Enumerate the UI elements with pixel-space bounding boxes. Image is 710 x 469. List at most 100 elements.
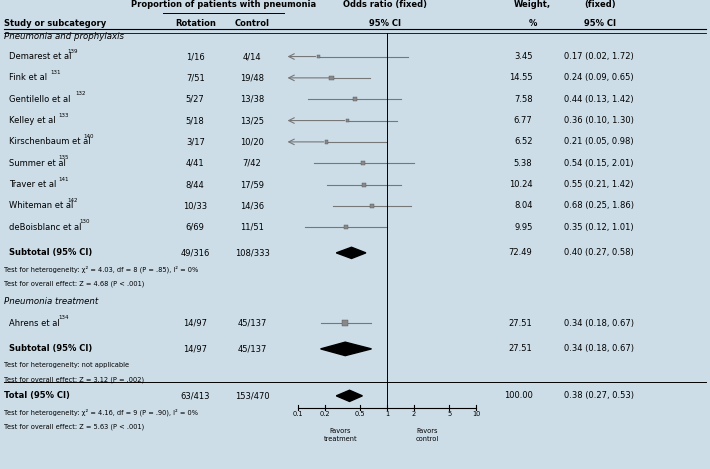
Text: 135: 135 bbox=[59, 155, 69, 160]
Text: 45/137: 45/137 bbox=[237, 319, 267, 328]
Text: 142: 142 bbox=[67, 198, 77, 203]
Text: 10: 10 bbox=[472, 411, 481, 417]
Text: 141: 141 bbox=[59, 177, 69, 182]
Text: 72.49: 72.49 bbox=[509, 249, 532, 257]
Text: 5/27: 5/27 bbox=[186, 95, 204, 104]
Text: 5.38: 5.38 bbox=[514, 159, 532, 168]
Text: 0.35 (0.12, 1.01): 0.35 (0.12, 1.01) bbox=[564, 223, 634, 232]
Text: 0.44 (0.13, 1.42): 0.44 (0.13, 1.42) bbox=[564, 95, 634, 104]
Text: 2: 2 bbox=[412, 411, 416, 417]
Text: 140: 140 bbox=[83, 134, 94, 139]
Text: 153/470: 153/470 bbox=[235, 391, 269, 401]
Text: 5/18: 5/18 bbox=[186, 116, 204, 125]
Text: 0.24 (0.09, 0.65): 0.24 (0.09, 0.65) bbox=[564, 73, 634, 83]
Text: 14/36: 14/36 bbox=[240, 201, 264, 211]
Text: 6/69: 6/69 bbox=[186, 223, 204, 232]
Text: 0.34 (0.18, 0.67): 0.34 (0.18, 0.67) bbox=[564, 319, 635, 328]
Text: Total (95% CI): Total (95% CI) bbox=[4, 391, 70, 401]
Text: 3.45: 3.45 bbox=[514, 52, 532, 61]
Text: 63/413: 63/413 bbox=[180, 391, 210, 401]
Text: Test for heterogeneity: χ² = 4.03, df = 8 (P = .85), I² = 0%: Test for heterogeneity: χ² = 4.03, df = … bbox=[4, 265, 198, 272]
Polygon shape bbox=[337, 390, 362, 401]
Text: 4/14: 4/14 bbox=[243, 52, 261, 61]
Text: 1/16: 1/16 bbox=[186, 52, 204, 61]
Text: 139: 139 bbox=[67, 49, 77, 54]
Text: 9.95: 9.95 bbox=[514, 223, 532, 232]
Text: 49/316: 49/316 bbox=[180, 249, 210, 257]
Text: 5: 5 bbox=[447, 411, 452, 417]
Text: 0.54 (0.15, 2.01): 0.54 (0.15, 2.01) bbox=[564, 159, 634, 168]
Bar bbox=[370, 204, 374, 208]
Text: 0.5: 0.5 bbox=[355, 411, 366, 417]
Text: 17/59: 17/59 bbox=[240, 180, 264, 189]
Text: Pneumonia and prophylaxis: Pneumonia and prophylaxis bbox=[4, 32, 124, 41]
Text: 27.51: 27.51 bbox=[509, 319, 532, 328]
Text: 8/44: 8/44 bbox=[186, 180, 204, 189]
Text: %: % bbox=[528, 19, 537, 28]
Text: 4/41: 4/41 bbox=[186, 159, 204, 168]
Text: Test for overall effect: Z = 5.63 (P < .001): Test for overall effect: Z = 5.63 (P < .… bbox=[4, 424, 144, 430]
Bar bbox=[329, 76, 334, 80]
Text: Study or subcategory: Study or subcategory bbox=[4, 19, 106, 28]
Text: 131: 131 bbox=[50, 70, 61, 75]
Bar bbox=[342, 320, 349, 326]
Text: 95% CI: 95% CI bbox=[584, 19, 616, 28]
Text: Test for overall effect: Z = 4.68 (P < .001): Test for overall effect: Z = 4.68 (P < .… bbox=[4, 280, 144, 287]
Text: 14/97: 14/97 bbox=[183, 319, 207, 328]
Text: Proportion of patients with pneumonia: Proportion of patients with pneumonia bbox=[131, 0, 316, 8]
Text: 13/25: 13/25 bbox=[240, 116, 264, 125]
Text: (fixed): (fixed) bbox=[584, 0, 616, 8]
Bar bbox=[362, 182, 366, 187]
Bar bbox=[324, 140, 329, 144]
Text: Demarest et al: Demarest et al bbox=[9, 52, 72, 61]
Text: Test for heterogeneity: not applicable: Test for heterogeneity: not applicable bbox=[4, 362, 129, 368]
Text: 0.17 (0.02, 1.72): 0.17 (0.02, 1.72) bbox=[564, 52, 634, 61]
Text: 3/17: 3/17 bbox=[186, 137, 204, 146]
Text: 19/48: 19/48 bbox=[240, 73, 264, 83]
Text: 0.36 (0.10, 1.30): 0.36 (0.10, 1.30) bbox=[564, 116, 634, 125]
Text: Fink et al: Fink et al bbox=[9, 73, 48, 83]
Text: 0.1: 0.1 bbox=[293, 411, 303, 417]
Text: 8.04: 8.04 bbox=[514, 201, 532, 211]
Text: Summer et al: Summer et al bbox=[9, 159, 66, 168]
Text: Favors
control: Favors control bbox=[415, 428, 439, 441]
Text: 6.77: 6.77 bbox=[514, 116, 532, 125]
Text: deBoisblanc et al: deBoisblanc et al bbox=[9, 223, 82, 232]
Text: 7/42: 7/42 bbox=[243, 159, 261, 168]
Text: 0.40 (0.27, 0.58): 0.40 (0.27, 0.58) bbox=[564, 249, 634, 257]
Text: 132: 132 bbox=[75, 91, 86, 97]
Text: Favors
treatment: Favors treatment bbox=[324, 428, 357, 441]
Bar bbox=[344, 225, 349, 229]
Bar bbox=[317, 55, 320, 58]
Polygon shape bbox=[321, 342, 371, 356]
Text: 6.52: 6.52 bbox=[514, 137, 532, 146]
Text: Traver et al: Traver et al bbox=[9, 180, 57, 189]
Text: 0.68 (0.25, 1.86): 0.68 (0.25, 1.86) bbox=[564, 201, 635, 211]
Text: 0.2: 0.2 bbox=[320, 411, 330, 417]
Text: Kirschenbaum et al: Kirschenbaum et al bbox=[9, 137, 91, 146]
Text: Whiteman et al: Whiteman et al bbox=[9, 201, 74, 211]
Bar bbox=[361, 161, 365, 165]
Text: 45/137: 45/137 bbox=[237, 344, 267, 353]
Text: 13/38: 13/38 bbox=[240, 95, 264, 104]
Text: Odds ratio (fixed): Odds ratio (fixed) bbox=[343, 0, 427, 8]
Text: Weight,: Weight, bbox=[514, 0, 551, 8]
Text: 130: 130 bbox=[80, 219, 89, 225]
Text: 7.58: 7.58 bbox=[514, 95, 532, 104]
Text: 134: 134 bbox=[59, 316, 69, 320]
Text: 0.38 (0.27, 0.53): 0.38 (0.27, 0.53) bbox=[564, 391, 635, 401]
Text: 1: 1 bbox=[385, 411, 389, 417]
Text: 100.00: 100.00 bbox=[503, 391, 532, 401]
Text: Subtotal (95% CI): Subtotal (95% CI) bbox=[9, 249, 92, 257]
Text: Test for overall effect: Z = 3.12 (P = .002): Test for overall effect: Z = 3.12 (P = .… bbox=[4, 377, 143, 383]
Text: Test for heterogeneity: χ² = 4.16, df = 9 (P = .90), I² = 0%: Test for heterogeneity: χ² = 4.16, df = … bbox=[4, 408, 197, 416]
Text: Rotation: Rotation bbox=[175, 19, 216, 28]
Text: 27.51: 27.51 bbox=[509, 344, 532, 353]
Text: 11/51: 11/51 bbox=[240, 223, 264, 232]
Text: 7/51: 7/51 bbox=[186, 73, 204, 83]
Text: 0.34 (0.18, 0.67): 0.34 (0.18, 0.67) bbox=[564, 344, 635, 353]
Bar bbox=[354, 98, 357, 101]
Bar bbox=[346, 119, 349, 122]
Text: Gentilello et al: Gentilello et al bbox=[9, 95, 71, 104]
Text: 108/333: 108/333 bbox=[234, 249, 270, 257]
